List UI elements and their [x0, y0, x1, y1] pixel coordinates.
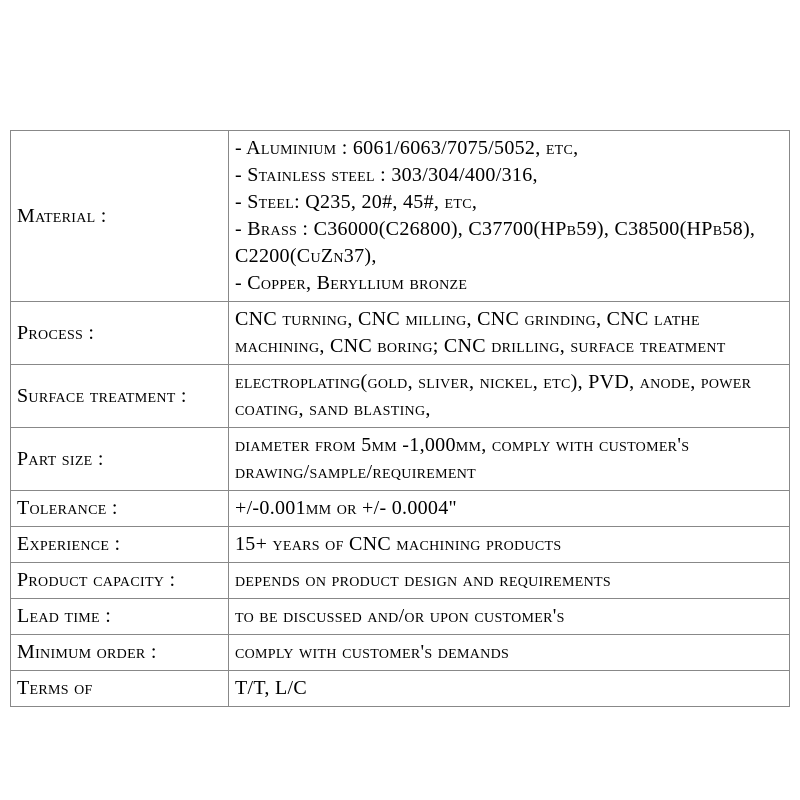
- row-label: Minimum order :: [11, 635, 229, 671]
- row-value: +/-0.001mm or +/- 0.0004": [229, 491, 790, 527]
- table-row: Terms ofT/T, L/C: [11, 671, 790, 707]
- table-row: Minimum order :comply with customer's de…: [11, 635, 790, 671]
- row-value: T/T, L/C: [229, 671, 790, 707]
- row-value: to be discussed and/or upon customer's: [229, 599, 790, 635]
- table-row: Experience :15+ years of CNC machining p…: [11, 527, 790, 563]
- value-line: T/T, L/C: [235, 675, 783, 702]
- row-value: CNC turning, CNC milling, CNC grinding, …: [229, 302, 790, 365]
- value-line: CNC turning, CNC milling, CNC grinding, …: [235, 306, 783, 360]
- row-value: diameter from 5mm -1,000mm, comply with …: [229, 428, 790, 491]
- value-line: +/-0.001mm or +/- 0.0004": [235, 495, 783, 522]
- value-line: depends on product design and requiremen…: [235, 567, 783, 594]
- row-label: Lead time :: [11, 599, 229, 635]
- row-label: Part size :: [11, 428, 229, 491]
- value-line: diameter from 5mm -1,000mm, comply with …: [235, 432, 783, 486]
- page-wrap: Material :- Aluminium : 6061/6063/7075/5…: [0, 0, 800, 707]
- row-label: Product capacity :: [11, 563, 229, 599]
- row-value: depends on product design and requiremen…: [229, 563, 790, 599]
- table-row: Material :- Aluminium : 6061/6063/7075/5…: [11, 131, 790, 302]
- row-value: comply with customer's demands: [229, 635, 790, 671]
- table-row: Tolerance :+/-0.001mm or +/- 0.0004": [11, 491, 790, 527]
- value-line: electroplating(gold, sliver, nickel, etc…: [235, 369, 783, 423]
- row-label: Tolerance :: [11, 491, 229, 527]
- row-value: - Aluminium : 6061/6063/7075/5052, etc,-…: [229, 131, 790, 302]
- value-line: - Steel: Q235, 20#, 45#, etc,: [235, 189, 783, 216]
- row-label: Terms of: [11, 671, 229, 707]
- value-line: - Stainless steel : 303/304/400/316,: [235, 162, 783, 189]
- table-row: Product capacity :depends on product des…: [11, 563, 790, 599]
- value-line: comply with customer's demands: [235, 639, 783, 666]
- row-value: 15+ years of CNC machining products: [229, 527, 790, 563]
- table-row: Part size :diameter from 5mm -1,000mm, c…: [11, 428, 790, 491]
- row-label: Material :: [11, 131, 229, 302]
- value-line: - Aluminium : 6061/6063/7075/5052, etc,: [235, 135, 783, 162]
- table-row: Process :CNC turning, CNC milling, CNC g…: [11, 302, 790, 365]
- value-line: to be discussed and/or upon customer's: [235, 603, 783, 630]
- table-row: Lead time :to be discussed and/or upon c…: [11, 599, 790, 635]
- table-row: Surface treatment :electroplating(gold, …: [11, 365, 790, 428]
- row-value: electroplating(gold, sliver, nickel, etc…: [229, 365, 790, 428]
- row-label: Process :: [11, 302, 229, 365]
- row-label: Experience :: [11, 527, 229, 563]
- value-line: - Brass : C36000(C26800), C37700(HPb59),…: [235, 216, 783, 270]
- value-line: 15+ years of CNC machining products: [235, 531, 783, 558]
- value-line: - Copper, Beryllium bronze: [235, 270, 783, 297]
- spec-table: Material :- Aluminium : 6061/6063/7075/5…: [10, 130, 790, 707]
- spec-table-body: Material :- Aluminium : 6061/6063/7075/5…: [11, 131, 790, 707]
- row-label: Surface treatment :: [11, 365, 229, 428]
